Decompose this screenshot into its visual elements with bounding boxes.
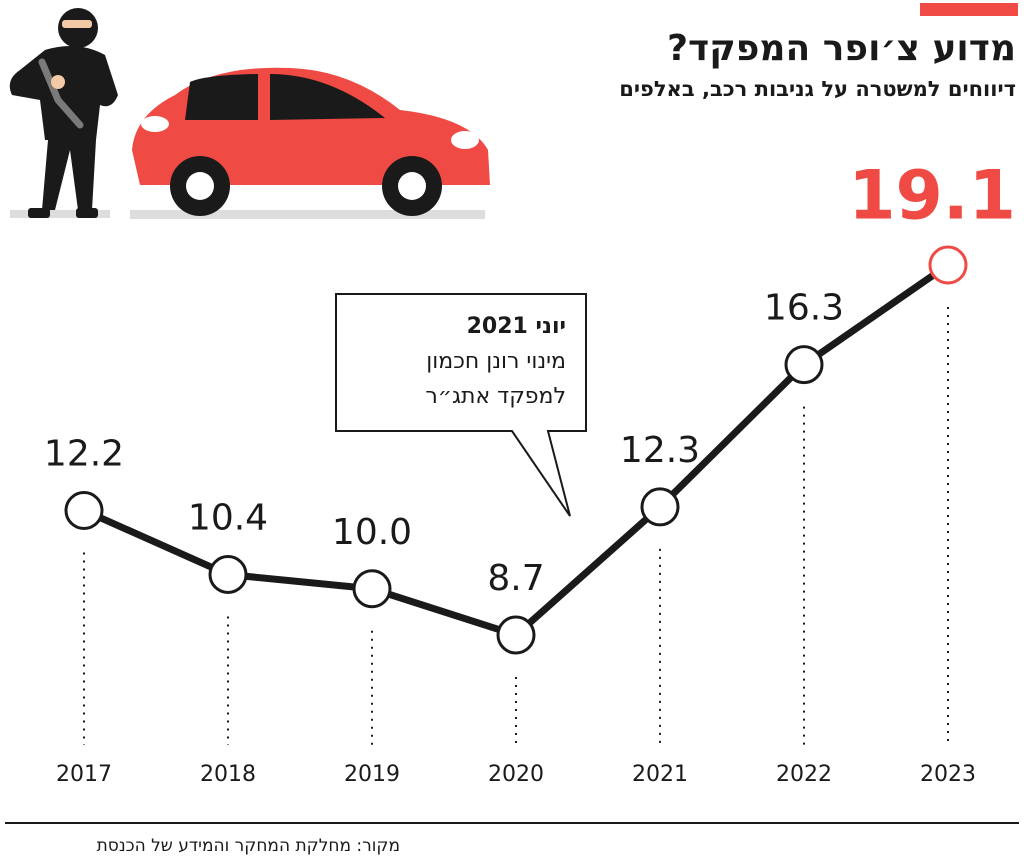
x-tick-label: 2018 [200, 762, 256, 787]
x-tick-label: 2021 [632, 762, 688, 787]
x-tick-label: 2020 [488, 762, 544, 787]
x-tick-label: 2019 [344, 762, 400, 787]
data-label: 12.2 [44, 433, 124, 474]
annotation-title: יוני 2021 [467, 314, 566, 339]
data-label: 10.0 [332, 512, 412, 553]
annotation-line: למפקד אתג״ר [425, 384, 566, 409]
data-label: 10.4 [188, 498, 268, 539]
x-tick-label: 2023 [920, 762, 976, 787]
data-label: 16.3 [764, 288, 844, 329]
callout-box [335, 293, 587, 517]
data-label: 8.7 [487, 558, 544, 599]
data-point [784, 345, 824, 385]
data-point [352, 569, 392, 609]
car-illustration [130, 67, 490, 219]
data-point [496, 615, 536, 655]
data-label: 12.3 [620, 430, 700, 471]
source: מקור: מחלקת המחקר והמידע של הכנסת [97, 836, 400, 856]
annotation-line: מינוי רונן חכמון [426, 349, 566, 374]
accent-bar [920, 3, 1018, 16]
data-point [64, 490, 104, 530]
x-tick-label: 2017 [56, 762, 112, 787]
data-point [928, 245, 968, 285]
chart-subtitle: דיווחים למשטרה על גניבות רכב, באלפים [619, 77, 1016, 101]
thief-illustration [9, 8, 118, 218]
data-label: 19.1 [848, 157, 1016, 236]
chart-title: מדוע צ׳ופר המפקד? [667, 28, 1016, 69]
x-tick-label: 2022 [776, 762, 832, 787]
data-point [640, 487, 680, 527]
data-point [208, 555, 248, 595]
